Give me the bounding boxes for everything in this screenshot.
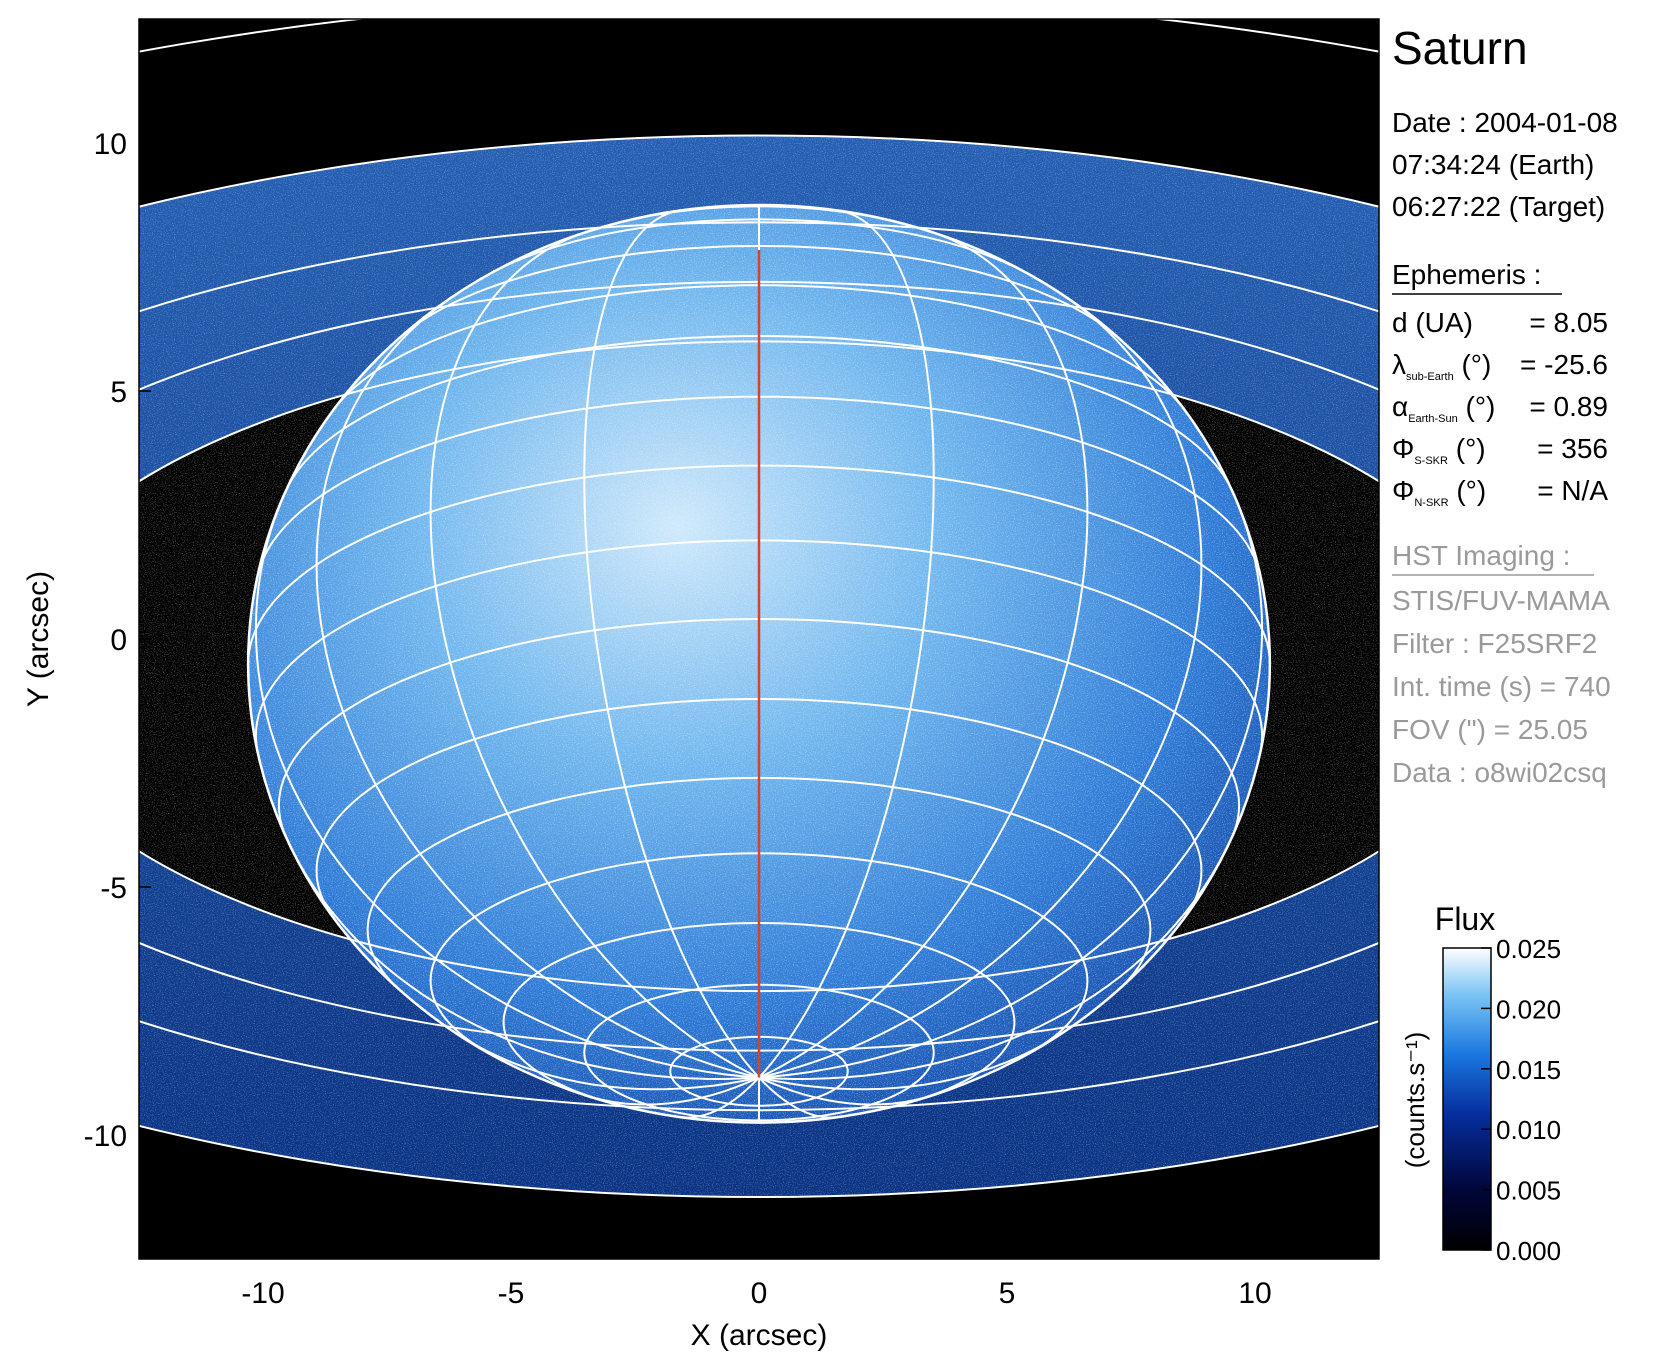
- ephemeris-subscript: N-SKR: [1414, 497, 1448, 509]
- ephemeris-symbol: Φ: [1392, 433, 1414, 464]
- plot-area: [139, 19, 1379, 1259]
- x-tick-label: 0: [751, 1277, 768, 1310]
- ephemeris-list: d (UA) = 8.05 λsub-Earth (°) = -25.6 αEarth-…: [1392, 307, 1608, 509]
- longitude-line: [682, 1076, 760, 1119]
- ephemeris-unit: (°): [1448, 433, 1486, 464]
- imaging-row: FOV (") = 25.05: [1392, 714, 1588, 745]
- x-tick-label: 10: [1238, 1277, 1271, 1310]
- y-axis-label: Y (arcsec): [22, 571, 55, 707]
- imaging-header: HST Imaging :: [1392, 540, 1570, 571]
- latitude-line: [254, 539, 1264, 750]
- y-tick-label: 5: [110, 376, 127, 409]
- planet-title: Saturn: [1392, 22, 1528, 74]
- colorbar-tick-label: 0.000: [1496, 1236, 1561, 1266]
- longitude-line: [758, 502, 1264, 1079]
- longitude-line: [462, 1036, 760, 1091]
- ephemeris-subscript: sub-Earth: [1406, 371, 1454, 383]
- latitude-line: [277, 618, 1241, 839]
- earth-time: 07:34:24 (Earth): [1392, 149, 1594, 180]
- longitude-line: [758, 837, 1233, 1081]
- longitude-line: [584, 1076, 760, 1106]
- longitude-line: [758, 1036, 1056, 1091]
- imaging-list: STIS/FUV-MAMA Filter : F25SRF2 Int. time (…: [1392, 585, 1611, 788]
- latitude-line: [429, 852, 1089, 1053]
- colorbar-tick-label: 0.005: [1496, 1176, 1561, 1206]
- colorbar: Flux (counts.s⁻¹) 0.0250.0200.0150.0100.…: [1400, 901, 1561, 1266]
- longitude-line: [583, 210, 760, 1079]
- x-tick-label: -5: [498, 1277, 525, 1310]
- latitude-line: [257, 395, 1261, 572]
- longitude-line: [758, 1076, 934, 1106]
- latitude-line: [366, 776, 1152, 988]
- imaging-row: STIS/FUV-MAMA: [1392, 585, 1610, 616]
- x-axis-ticks: -10 -5 0 5 10: [241, 1247, 1272, 1310]
- colorbar-gradient: [1442, 947, 1492, 1251]
- imaging-row: Int. time (s) = 740: [1392, 671, 1611, 702]
- longitude-line: [758, 234, 1089, 1079]
- latitude-line: [400, 245, 1118, 337]
- lat-lon-grid: [246, 203, 1272, 1124]
- imaging-row: Data : o8wi02csq: [1392, 757, 1607, 788]
- x-tick-label: -10: [241, 1277, 284, 1310]
- latitude-line: [288, 335, 1230, 485]
- ephemeris-unit: (°): [1449, 475, 1487, 506]
- ephemeris-value: = -25.6: [1520, 349, 1608, 380]
- longitude-line: [758, 210, 935, 1079]
- ephemeris-header: Ephemeris :: [1392, 259, 1541, 290]
- y-tick-label: 0: [110, 624, 127, 657]
- ephemeris-unit: (°): [1458, 391, 1496, 422]
- colorbar-tick-label: 0.020: [1496, 994, 1561, 1024]
- longitude-line: [285, 837, 760, 1081]
- ephemeris-value: = 8.05: [1529, 307, 1608, 338]
- longitude-line: [758, 1076, 836, 1119]
- ephemeris-symbol: α: [1392, 391, 1408, 422]
- longitude-line: [758, 296, 1203, 1079]
- y-axis-ticks: -10 -5 0 5 10: [84, 128, 151, 1153]
- ephemeris-row: ΦS-SKR (°): [1392, 433, 1486, 467]
- ephemeris-symbol: d (UA): [1392, 307, 1473, 338]
- ephemeris-value: = 356: [1537, 433, 1608, 464]
- longitude-line: [315, 296, 760, 1079]
- colorbar-ticks: 0.025 0.020 0.015 0.010 0.005 0.000: [1481, 934, 1561, 1266]
- date-label: Date : 2004-01-08: [1392, 107, 1618, 138]
- ephemeris-subscript: Earth-Sun: [1408, 413, 1458, 425]
- colorbar-tick-label: 0.010: [1496, 1115, 1561, 1145]
- x-axis-label: X (arcsec): [691, 1319, 828, 1352]
- latitude-line: [315, 698, 1203, 919]
- ephemeris-value: = 0.89: [1529, 391, 1608, 422]
- ephemeris-row: ΦN-SKR (°): [1392, 475, 1486, 509]
- ephemeris-row: αEarth-Sun (°): [1392, 391, 1495, 425]
- y-tick-label: -10: [84, 1120, 127, 1153]
- planet-limb: [246, 203, 1272, 1124]
- info-panel: Saturn Date : 2004-01-08 07:34:24 (Earth…: [1392, 22, 1618, 788]
- ephemeris-value: = N/A: [1537, 475, 1608, 506]
- longitude-line: [429, 234, 760, 1079]
- ring-outline: [139, 221, 1379, 1112]
- latitude-line: [492, 218, 1026, 273]
- ring-outline: [139, 134, 1379, 1198]
- target-time: 06:27:22 (Target): [1392, 191, 1605, 222]
- y-tick-label: -5: [100, 872, 127, 905]
- latitude-line: [502, 922, 1016, 1106]
- y-tick-label: 10: [94, 128, 127, 161]
- colorbar-tick-label: 0.015: [1496, 1055, 1561, 1085]
- imaging-row: Filter : F25SRF2: [1392, 628, 1597, 659]
- x-tick-label: 5: [999, 1277, 1016, 1310]
- ephemeris-symbol: λ: [1392, 349, 1406, 380]
- ephemeris-symbol: Φ: [1392, 475, 1414, 506]
- longitude-line: [254, 502, 760, 1079]
- ephemeris-subscript: S-SKR: [1414, 455, 1448, 467]
- colorbar-unit-label: (counts.s⁻¹): [1400, 1032, 1430, 1169]
- latitude-line: [247, 464, 1271, 664]
- ephemeris-row: λsub-Earth (°): [1392, 349, 1491, 383]
- ephemeris-unit: (°): [1454, 349, 1492, 380]
- colorbar-title: Flux: [1435, 901, 1495, 937]
- ephemeris-row: d (UA): [1392, 307, 1473, 338]
- colorbar-tick-label: 0.025: [1496, 934, 1561, 964]
